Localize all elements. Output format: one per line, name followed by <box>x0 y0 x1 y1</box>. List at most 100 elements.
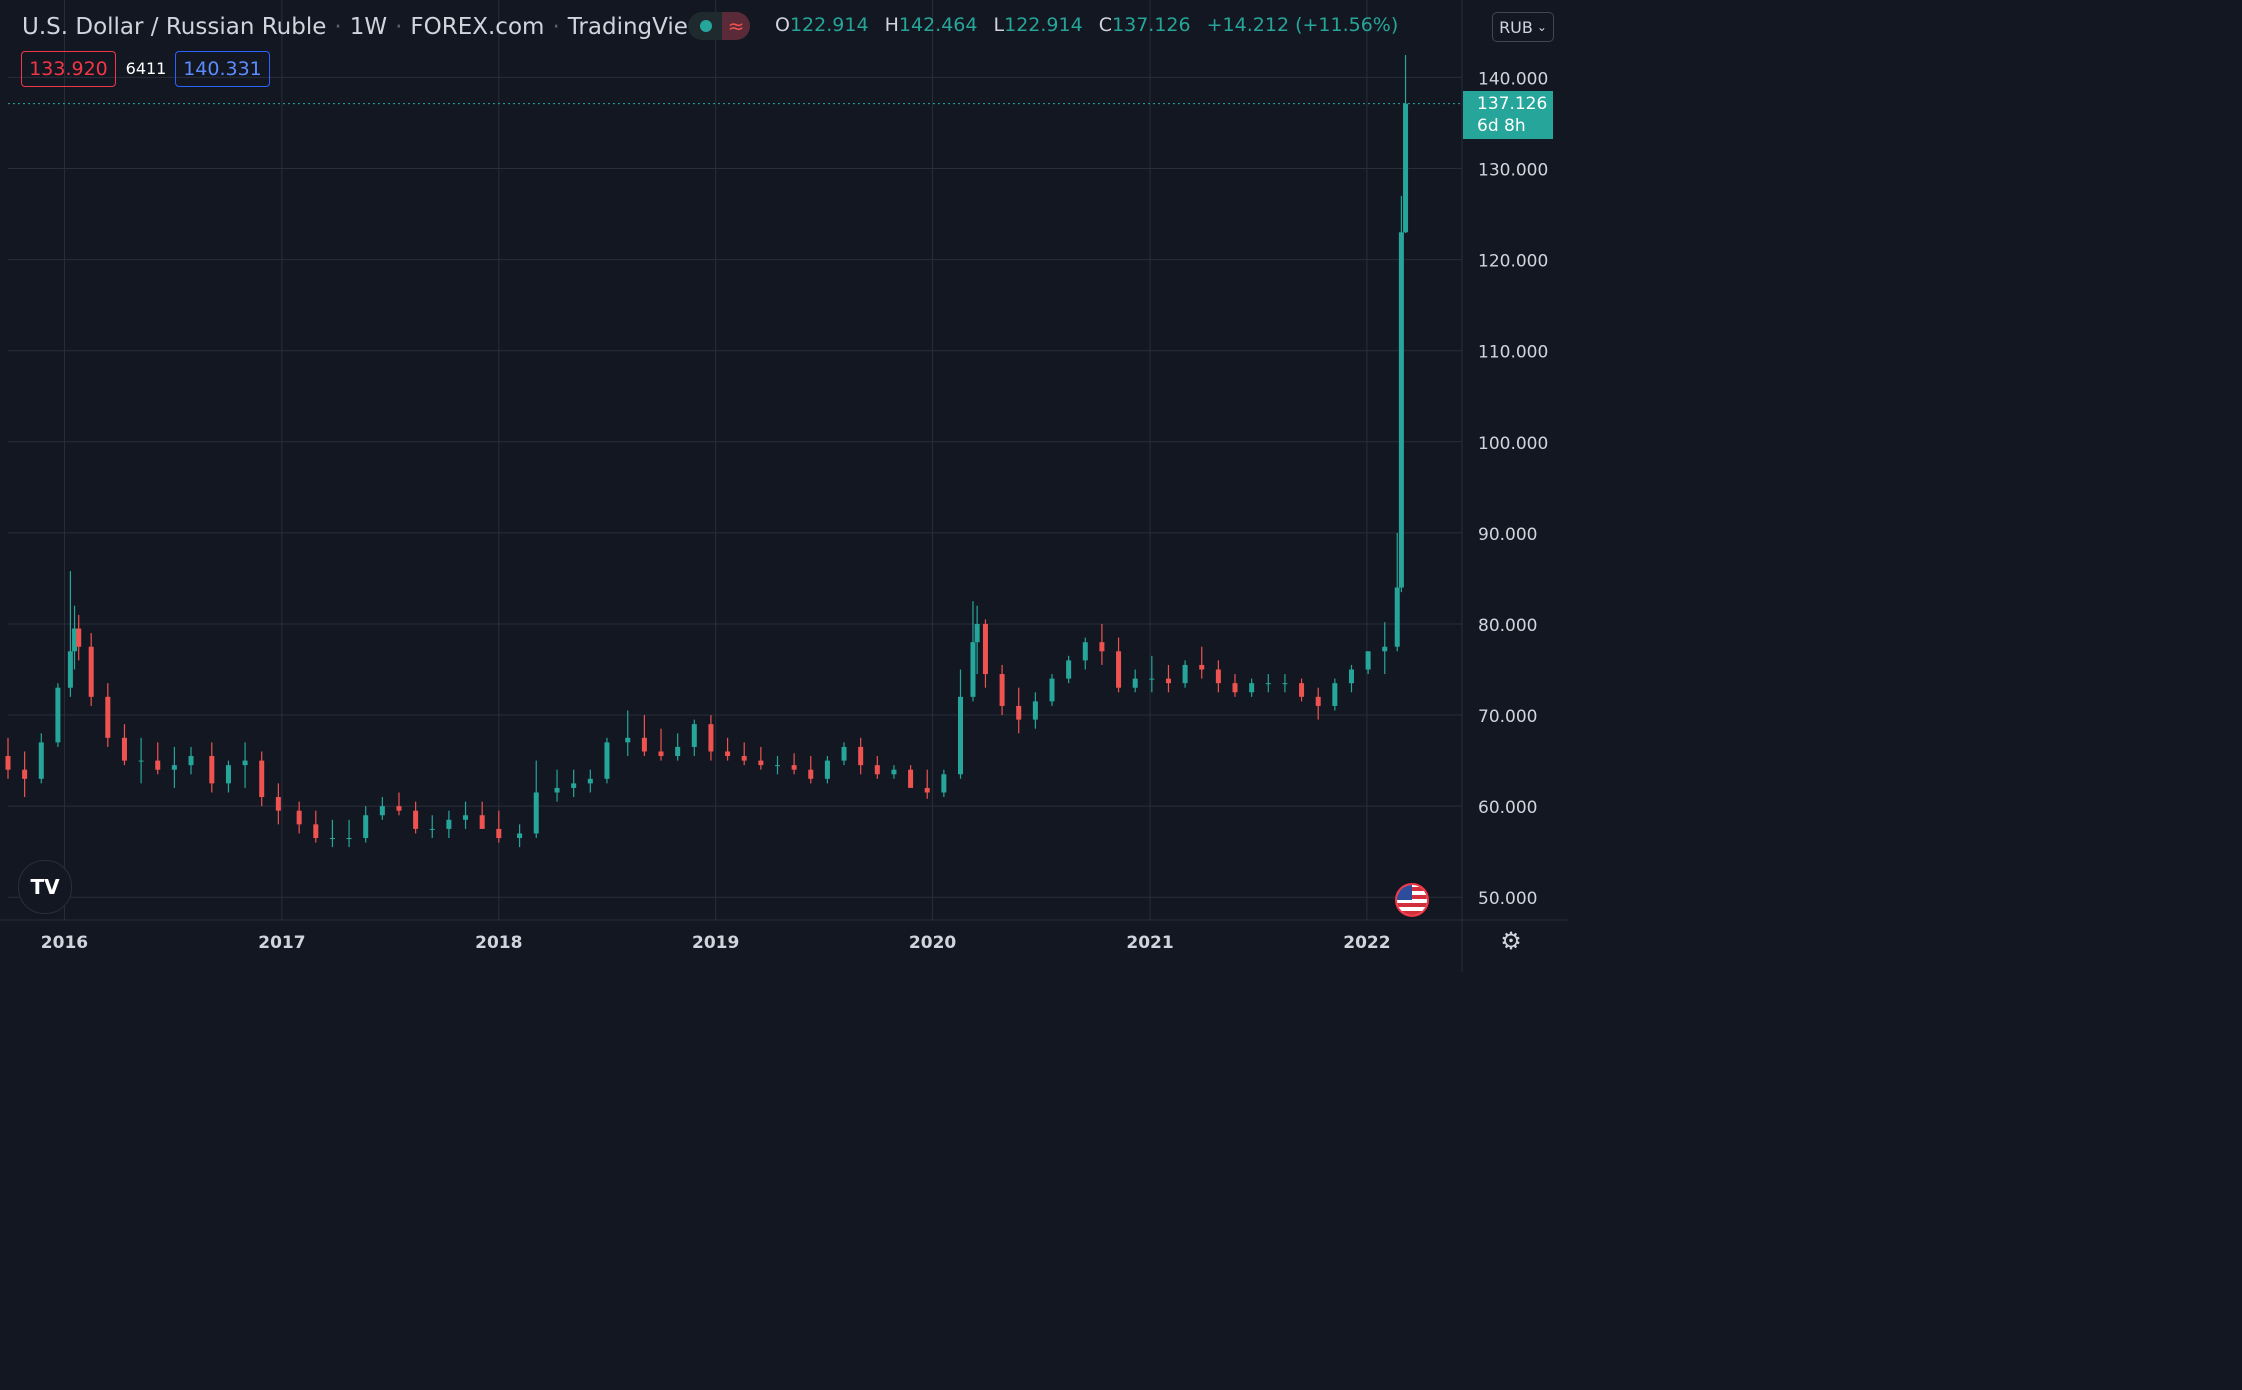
candle <box>275 783 281 825</box>
candle-body <box>1199 664 1205 670</box>
close-label: C <box>1098 14 1113 36</box>
change-value: +14.212 (+11.56%) <box>1206 14 1399 36</box>
candle <box>67 571 73 697</box>
symbol-title[interactable]: U.S. Dollar / Russian Ruble <box>22 14 327 40</box>
candle-body <box>171 765 177 770</box>
candle-body <box>138 760 144 762</box>
x-tick-label: 2017 <box>258 933 305 953</box>
candle <box>1265 674 1271 693</box>
candle-body <box>604 742 610 779</box>
x-tick-label: 2022 <box>1343 933 1390 953</box>
candle-body <box>259 760 265 798</box>
candle-body <box>55 687 61 743</box>
candle-body <box>188 756 194 766</box>
candle-body <box>1332 683 1338 706</box>
candle-body <box>874 765 880 775</box>
candle <box>242 742 248 788</box>
candle-body <box>1365 651 1371 670</box>
candle-body <box>313 824 319 839</box>
candle-body <box>363 815 369 839</box>
exchange-label: FOREX.com <box>410 14 545 40</box>
candle-body <box>554 787 560 793</box>
y-tick-label: 50.000 <box>1478 889 1537 909</box>
candle <box>658 728 664 761</box>
flag-stripe <box>1397 895 1427 899</box>
header-separator: · <box>334 14 342 40</box>
flag-stripe <box>1397 903 1427 907</box>
candle-body <box>1394 587 1400 647</box>
candle-body <box>346 838 352 840</box>
candle <box>691 719 697 757</box>
candle <box>1116 637 1122 693</box>
candle-body <box>1016 705 1022 720</box>
candle-body <box>121 737 127 761</box>
candle <box>554 769 560 802</box>
candle <box>413 801 419 834</box>
candle <box>891 765 897 779</box>
candle <box>446 810 452 839</box>
candle-body <box>396 806 402 811</box>
us-flag-icon[interactable] <box>1395 883 1429 917</box>
candle <box>1049 674 1055 706</box>
y-tick-label: 90.000 <box>1478 525 1537 545</box>
candle <box>1398 195 1404 593</box>
candle-body <box>413 810 419 829</box>
candlestick-chart[interactable]: 50.000 60.000 70.000 80.000 90.000 100.000 110… <box>0 0 1568 972</box>
bar-countdown: 6d 8h <box>1477 115 1526 136</box>
header-separator: · <box>552 14 560 40</box>
candle <box>1165 664 1171 693</box>
candle-body <box>891 769 897 775</box>
candle-body <box>22 769 28 779</box>
candle <box>346 819 352 848</box>
candle-body <box>571 783 577 788</box>
sell-price-button[interactable]: 133.920 <box>21 51 116 87</box>
low-label: L <box>993 14 1005 36</box>
candle-body <box>1182 664 1188 684</box>
candle-body <box>1382 646 1388 652</box>
candle-body <box>1049 678 1055 702</box>
candle-body <box>841 746 847 761</box>
flag-stripe <box>1397 887 1427 891</box>
candle <box>1382 622 1388 675</box>
candle-body <box>533 792 539 834</box>
candle-body <box>1066 660 1072 679</box>
candle-body <box>76 628 82 647</box>
candle-body <box>974 623 980 643</box>
candle <box>941 769 947 798</box>
candle <box>957 669 963 779</box>
candle <box>758 746 764 770</box>
last-price-tag: 137.126 6d 8h <box>1463 90 1553 139</box>
candle-body <box>5 756 11 770</box>
candle <box>5 737 11 779</box>
wave-icon[interactable]: ≈ <box>722 12 750 40</box>
interval-label[interactable]: 1W <box>349 14 388 40</box>
candle <box>1199 646 1205 679</box>
market-status-toggle[interactable]: ≈ <box>688 12 750 40</box>
candle <box>974 605 980 675</box>
candle <box>587 769 593 793</box>
open-label: O <box>775 14 790 36</box>
candle <box>138 737 144 784</box>
candle <box>741 742 747 766</box>
candle-body <box>1315 696 1321 706</box>
candle <box>496 810 502 843</box>
currency-dropdown[interactable]: RUB ⌄ <box>1492 12 1554 42</box>
candle <box>1299 678 1305 702</box>
tradingview-logo-icon[interactable]: TV <box>18 860 72 914</box>
candle-body <box>1282 683 1288 685</box>
candle <box>88 633 94 706</box>
candle-body <box>908 769 914 788</box>
candle <box>329 819 335 848</box>
candle-body <box>625 737 631 743</box>
candle <box>708 715 714 761</box>
x-tick-label: 2021 <box>1126 933 1173 953</box>
open-value: 122.914 <box>789 14 869 36</box>
symbol-header[interactable]: U.S. Dollar / Russian Ruble · 1W · FOREX… <box>22 10 707 44</box>
candle <box>970 601 976 702</box>
candle <box>1182 660 1188 688</box>
candle <box>1232 674 1238 697</box>
candle <box>1215 660 1221 693</box>
candle-body <box>858 746 864 766</box>
gear-icon[interactable]: ⚙ <box>1500 927 1522 955</box>
buy-price-button[interactable]: 140.331 <box>175 51 270 87</box>
